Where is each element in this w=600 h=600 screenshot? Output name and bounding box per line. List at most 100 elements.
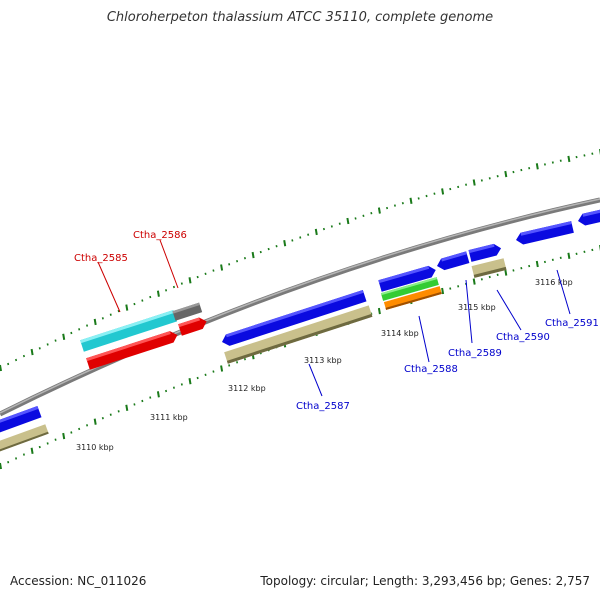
accession-text: Accession: NC_011026 xyxy=(10,574,146,588)
scale-tick xyxy=(103,317,104,319)
tick-label: 3113 kbp xyxy=(304,356,342,365)
cds-feature-ctha-2590-khaki[interactable] xyxy=(472,258,507,278)
gene-label-ctha-2591[interactable]: Ctha_2591 xyxy=(545,318,599,329)
scale-tick xyxy=(395,205,396,207)
gene-label-ctha-2586[interactable]: Ctha_2586 xyxy=(133,230,187,241)
scale-tick xyxy=(537,163,538,169)
scale-tick xyxy=(379,308,380,314)
scale-tick xyxy=(221,265,222,271)
scale-tick xyxy=(40,446,41,448)
scale-tick xyxy=(24,454,25,456)
gene-feature-ctha-2589-blue[interactable] xyxy=(435,251,469,271)
scale-tick xyxy=(174,286,175,288)
scale-tick xyxy=(482,278,483,280)
tick-label: 3110 kbp xyxy=(76,443,114,452)
scale-tick xyxy=(545,163,546,165)
scale-tick xyxy=(553,259,554,261)
scale-tick xyxy=(568,156,569,162)
tick-label: 3111 kbp xyxy=(150,413,188,422)
scale-tick xyxy=(450,288,451,290)
scale-tick xyxy=(411,198,412,204)
scale-tick xyxy=(182,383,183,385)
scale-tick xyxy=(24,355,25,357)
scale-tick xyxy=(387,207,388,209)
gene-label-ctha-2585[interactable]: Ctha_2585 xyxy=(74,253,128,264)
scale-tick xyxy=(418,197,419,199)
genome-summary-text: Topology: circular; Length: 3,293,456 bp… xyxy=(260,574,590,588)
scale-tick xyxy=(497,175,498,177)
scale-tick xyxy=(32,448,33,454)
scale-tick xyxy=(584,154,585,156)
scale-tick xyxy=(166,289,167,291)
scale-tick xyxy=(0,463,1,469)
scale-tick xyxy=(340,223,341,225)
gene-feature-ctha-2591-blue[interactable] xyxy=(515,221,574,246)
scale-tick xyxy=(79,428,80,430)
scale-tick xyxy=(371,212,372,214)
gene-feature-right-edge-blue[interactable] xyxy=(577,208,600,226)
scale-tick xyxy=(300,237,301,239)
scale-tick xyxy=(245,358,246,360)
scale-tick xyxy=(63,334,64,340)
scale-tick xyxy=(55,340,56,342)
scale-tick xyxy=(379,208,380,214)
tick-label: 3115 kbp xyxy=(458,303,496,312)
scale-tick xyxy=(426,195,427,197)
scale-tick xyxy=(245,257,246,259)
scale-tick xyxy=(55,439,56,441)
scale-tick xyxy=(190,378,191,384)
scale-tick xyxy=(403,202,404,204)
scale-tick xyxy=(213,270,214,272)
scale-tick xyxy=(458,285,459,287)
gene-label-ctha-2588[interactable]: Ctha_2588 xyxy=(404,364,458,375)
scale-tick xyxy=(561,160,562,162)
scale-tick xyxy=(221,366,222,372)
scale-tick xyxy=(134,303,135,305)
scale-tick xyxy=(324,228,325,230)
scale-tick xyxy=(268,248,269,250)
scale-tick xyxy=(103,417,104,419)
gene-label-ctha-2589[interactable]: Ctha_2589 xyxy=(448,348,502,359)
scale-tick xyxy=(126,305,127,311)
scale-tick xyxy=(111,414,112,416)
scale-tick xyxy=(505,171,506,177)
scale-tick xyxy=(466,184,467,186)
scale-tick xyxy=(118,410,119,412)
scale-tick xyxy=(474,279,475,285)
scale-tick xyxy=(87,424,88,426)
gene-label-ctha-2587[interactable]: Ctha_2587 xyxy=(296,401,350,412)
scale-tick xyxy=(576,156,577,158)
scale-tick xyxy=(253,252,254,258)
scale-tick xyxy=(537,261,538,267)
scale-tick xyxy=(497,274,498,276)
scale-tick xyxy=(32,349,33,355)
scale-tick xyxy=(292,239,293,241)
gene-feature-ctha-2590-blue[interactable] xyxy=(469,242,503,261)
gene-label-ctha-2590[interactable]: Ctha_2590 xyxy=(496,332,550,343)
scale-tick xyxy=(0,365,1,371)
scale-tick xyxy=(197,377,198,379)
scale-tick xyxy=(237,361,238,363)
cds-feature-ctha-2586-red[interactable] xyxy=(178,316,208,336)
scale-tick xyxy=(142,400,143,402)
scale-tick xyxy=(237,260,238,262)
scale-tick xyxy=(442,288,443,294)
scale-tick xyxy=(197,276,198,278)
scale-tick xyxy=(521,267,522,269)
lower-scale-line xyxy=(0,245,600,469)
scale-tick xyxy=(205,374,206,376)
scale-tick xyxy=(182,283,183,285)
scale-tick xyxy=(47,343,48,345)
scale-tick xyxy=(111,314,112,316)
scale-tick xyxy=(545,261,546,263)
scale-tick xyxy=(87,325,88,327)
scale-tick xyxy=(174,387,175,389)
scale-tick xyxy=(166,390,167,392)
scale-tick xyxy=(95,319,96,325)
scale-tick xyxy=(513,171,514,173)
scale-tick xyxy=(71,432,72,434)
scale-tick xyxy=(576,253,577,255)
scale-tick xyxy=(561,257,562,259)
scale-tick xyxy=(95,419,96,425)
scale-tick xyxy=(40,347,41,349)
